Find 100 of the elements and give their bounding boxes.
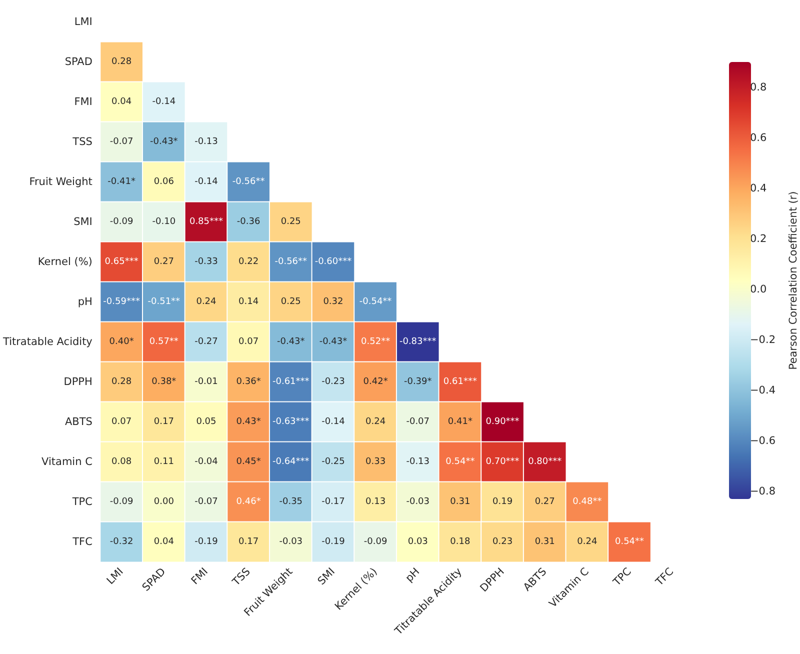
data-label: 0.70*** xyxy=(486,457,520,467)
data-label: 0.42* xyxy=(363,377,388,387)
data-label: -0.04 xyxy=(194,457,218,467)
data-label: -0.09 xyxy=(110,497,134,507)
data-label: -0.14 xyxy=(152,97,176,107)
data-label: 0.19 xyxy=(492,497,513,507)
data-label: 0.90*** xyxy=(486,417,520,427)
data-label: 0.85*** xyxy=(189,217,224,227)
data-label: -0.10 xyxy=(152,217,176,227)
data-label: 0.18 xyxy=(450,537,470,547)
data-label: 0.14 xyxy=(238,297,259,307)
x-tick-label: TFC xyxy=(652,566,676,589)
data-label: -0.27 xyxy=(194,337,218,347)
data-label: 0.05 xyxy=(196,417,216,427)
data-label: -0.32 xyxy=(110,537,134,547)
data-label: 0.31 xyxy=(534,537,555,547)
data-label: 0.07 xyxy=(112,417,132,427)
y-tick-label: Titratable Acidity xyxy=(2,336,92,348)
data-label: -0.54** xyxy=(359,297,392,307)
y-tick-label: DPPH xyxy=(64,376,92,388)
data-label: 0.52** xyxy=(361,337,391,347)
data-label: -0.07 xyxy=(110,137,134,147)
data-label: -0.03 xyxy=(406,497,430,507)
data-label: -0.43* xyxy=(276,337,306,347)
y-tick-label: Vitamin C xyxy=(42,456,92,468)
data-label: 0.65*** xyxy=(104,257,139,267)
y-tick-label: ABTS xyxy=(64,416,93,428)
y-tick-label: TSS xyxy=(72,136,93,148)
data-label: -0.43* xyxy=(319,337,348,347)
color-bar-label: −0.8 xyxy=(750,485,776,498)
data-label: 0.32 xyxy=(323,297,344,307)
data-label: -0.35 xyxy=(279,497,303,507)
data-label: 0.40* xyxy=(109,337,134,347)
data-label: -0.51** xyxy=(148,297,181,307)
data-label: 0.27 xyxy=(154,257,174,267)
data-label: -0.59*** xyxy=(103,297,140,307)
data-label: 0.33 xyxy=(366,457,386,467)
y-tick-label: SMI xyxy=(74,216,92,228)
data-label: -0.17 xyxy=(322,497,345,507)
x-tick-label: LMI xyxy=(104,566,126,587)
data-label: 0.36* xyxy=(236,377,262,387)
x-tick-label: TPC xyxy=(610,566,634,590)
data-label: 0.11 xyxy=(154,457,174,467)
data-label: 0.06 xyxy=(154,177,174,187)
data-label: 0.57** xyxy=(149,337,179,347)
data-label: -0.19 xyxy=(322,537,346,547)
data-label: -0.25 xyxy=(322,457,345,467)
y-tick-label: Kernel (%) xyxy=(38,256,92,268)
data-label: 0.80*** xyxy=(528,457,562,467)
data-label: -0.36 xyxy=(236,217,260,227)
data-label: -0.56** xyxy=(232,177,266,187)
data-label: 0.07 xyxy=(238,337,259,347)
x-tick-label: FMI xyxy=(189,566,210,588)
data-label: 0.00 xyxy=(154,497,174,507)
y-tick-label: SPAD xyxy=(64,56,92,68)
y-tick-label: pH xyxy=(78,296,92,308)
color-bar-label: 0.0 xyxy=(750,283,767,296)
data-label: 0.25 xyxy=(280,297,301,307)
y-tick-label: FMI xyxy=(74,96,92,108)
y-tick-label: TPC xyxy=(71,496,92,508)
data-label: -0.39* xyxy=(404,377,432,387)
data-label: -0.41* xyxy=(108,177,136,187)
x-tick-label: TSS xyxy=(230,566,254,589)
data-label: 0.17 xyxy=(238,537,259,547)
data-label: 0.46* xyxy=(236,497,262,507)
color-bar-label: 0.2 xyxy=(750,232,767,245)
data-label: 0.25 xyxy=(280,217,301,227)
color-bar-title: Pearson Correlation Coefficient (r) xyxy=(788,191,800,370)
data-label: 0.24 xyxy=(366,417,386,427)
data-label: 0.22 xyxy=(238,257,259,267)
data-label: -0.13 xyxy=(406,457,430,467)
x-tick-label: pH xyxy=(403,566,422,585)
data-label: 0.28 xyxy=(112,57,132,67)
data-label: -0.23 xyxy=(322,377,345,387)
data-label: 0.24 xyxy=(196,297,217,307)
color-bar-label: 0.6 xyxy=(750,132,768,144)
data-label: -0.07 xyxy=(406,417,430,427)
data-label: -0.43* xyxy=(150,137,178,147)
data-label: 0.04 xyxy=(112,97,132,107)
data-label: -0.19 xyxy=(194,537,218,547)
data-label: 0.24 xyxy=(577,537,598,547)
y-tick-label: TFC xyxy=(72,536,92,548)
color-bar-label: 0.8 xyxy=(750,81,767,94)
data-label: -0.60*** xyxy=(314,257,352,267)
data-label: -0.14 xyxy=(194,177,218,187)
data-label: 0.27 xyxy=(534,497,555,507)
data-label: 0.31 xyxy=(450,497,470,507)
data-label: 0.54** xyxy=(614,537,645,547)
data-label: -0.09 xyxy=(110,217,134,227)
data-label: 0.41* xyxy=(448,417,473,427)
data-label: -0.61*** xyxy=(272,377,310,387)
data-label: -0.09 xyxy=(364,537,388,547)
color-bar-label: −0.6 xyxy=(750,434,776,447)
data-label: 0.43* xyxy=(236,417,262,427)
data-label: 0.28 xyxy=(112,377,132,387)
data-label: 0.23 xyxy=(492,537,513,547)
x-tick-label: SMI xyxy=(316,566,338,588)
data-label: 0.61*** xyxy=(443,377,478,387)
data-label: 0.04 xyxy=(154,537,174,547)
y-tick-label: LMI xyxy=(74,16,92,28)
